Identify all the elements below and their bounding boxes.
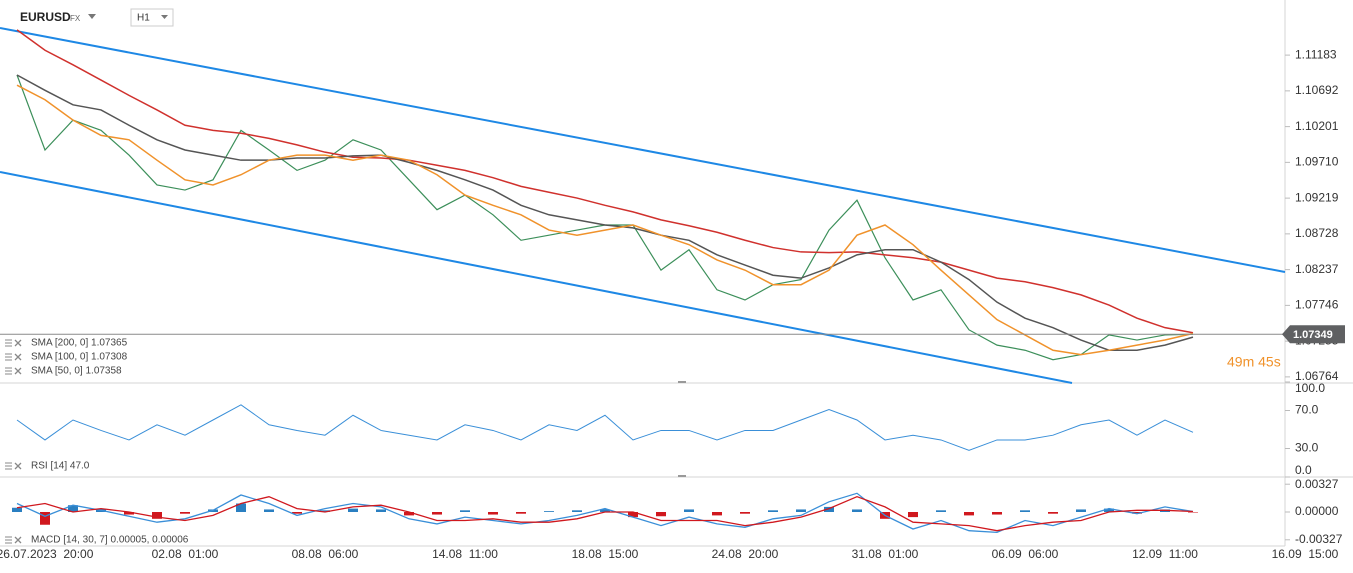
legend-remove-icon[interactable] [14,353,22,361]
legend-entry: SMA [200, 0] 1.07365 [31,338,128,349]
resize-handle[interactable] [678,475,686,477]
macd-histogram-bar [824,506,834,512]
x-tick-label: 31.08 01:00 [852,547,919,561]
symbol-dropdown[interactable] [88,14,96,19]
y-tick-label: 1.10692 [1295,83,1339,97]
last-price-label: 1.07349 [1293,329,1333,341]
macd-histogram-bar [460,510,470,512]
y-tick-label: 0.00327 [1295,477,1339,491]
x-tick-label: 26.07.2023 20:00 [0,547,94,561]
macd-histogram-bar [1076,509,1086,512]
macd-histogram-bar [376,509,386,512]
market: FX [70,14,81,23]
timeframe-dropdown [161,15,168,19]
macd-histogram-bar [1132,512,1142,514]
macd-histogram-bar [1188,512,1198,513]
y-tick-label: 70.0 [1295,403,1319,417]
x-tick-label: 12.09 11:00 [1132,547,1198,561]
indicator-legend: RSI [14] 47.0 [31,461,90,472]
price-line [16,74,1194,361]
channel-lower[interactable] [0,171,1073,384]
macd-histogram-bar [936,510,946,512]
macd-histogram-bar [712,512,722,516]
macd-histogram-bar [320,510,330,512]
macd-histogram-bar [180,512,190,514]
sma-line [16,84,1194,356]
macd-line [16,492,1194,534]
macd-histogram-bar [12,507,22,512]
macd-histogram-bar [40,512,50,525]
indicator-legend: MACD [14, 30, 7] 0.00005, 0.00006 [31,535,189,546]
macd-histogram-bar [628,512,638,518]
last-price-badge [1282,325,1345,344]
y-tick-label: 0.0 [1295,463,1312,477]
macd-histogram-bar [236,503,246,512]
macd-histogram-bar [656,512,666,517]
resize-handle[interactable] [678,381,686,383]
macd-histogram-bar [1048,512,1058,514]
y-tick-label: 1.06764 [1295,369,1339,383]
macd-histogram-bar [432,512,442,515]
legend-remove-icon[interactable] [14,462,22,470]
macd-histogram-bar [264,509,274,512]
macd-histogram-bar [684,509,694,512]
macd-histogram-bar [600,509,610,512]
x-tick-label: 08.08 06:00 [292,547,359,561]
y-tick-label: 0.00000 [1295,504,1339,518]
macd-histogram-bar [348,508,358,512]
x-tick-label: 02.08 01:00 [152,547,219,561]
macd-histogram-bar [964,512,974,516]
y-tick-label: 1.10201 [1295,119,1339,133]
legend-remove-icon[interactable] [14,339,22,347]
macd-histogram-bar [768,510,778,512]
macd-histogram-bar [572,510,582,512]
timeframe[interactable]: H1 [137,13,150,24]
rsi-line [16,404,1194,451]
macd-histogram-bar [1020,510,1030,512]
x-tick-label: 06.09 06:00 [992,547,1059,561]
macd-histogram-bar [516,512,526,514]
symbol[interactable]: EURUSD [20,10,71,24]
macd-histogram-bar [488,512,498,515]
macd-histogram-bar [404,512,414,516]
legend-remove-icon[interactable] [14,536,22,544]
macd-histogram-bar [852,509,862,512]
x-tick-label: 16.09 15:00 [1272,547,1339,561]
macd-histogram-bar [152,512,162,519]
y-tick-label: -0.00327 [1295,532,1343,546]
y-tick-label: 1.11183 [1295,47,1337,61]
macd-line [16,496,1194,532]
macd-histogram-bar [292,512,302,514]
macd-histogram-bar [124,512,134,515]
legend-remove-icon[interactable] [14,367,22,375]
macd-histogram-bar [1104,508,1114,512]
y-tick-label: 1.09710 [1295,155,1339,169]
timeframe-select[interactable] [130,8,174,27]
countdown: 49m 45s [1227,354,1281,370]
macd-histogram-bar [68,505,78,512]
macd-histogram-bar [740,512,750,514]
y-tick-label: 1.09219 [1295,190,1339,204]
macd-histogram-bar [544,511,554,512]
legend-entry: SMA [100, 0] 1.07308 [31,352,128,363]
y-tick-label: 30.0 [1295,441,1319,455]
y-tick-label: 1.08728 [1295,226,1339,240]
channel-upper[interactable] [0,27,1286,273]
x-tick-label: 24.08 20:00 [712,547,779,561]
x-tick-label: 14.08 11:00 [432,547,498,561]
y-tick-label: 100.0 [1295,381,1325,395]
sma-line [16,29,1194,334]
y-tick-label: 1.08237 [1295,262,1339,276]
macd-histogram-bar [908,512,918,518]
macd-histogram-bar [796,509,806,512]
sma-line [16,74,1194,351]
x-tick-label: 18.08 15:00 [572,547,639,561]
y-tick-label: 1.07746 [1295,298,1339,312]
macd-histogram-bar [992,512,1002,515]
legend-entry: SMA [50, 0] 1.07358 [31,366,122,377]
